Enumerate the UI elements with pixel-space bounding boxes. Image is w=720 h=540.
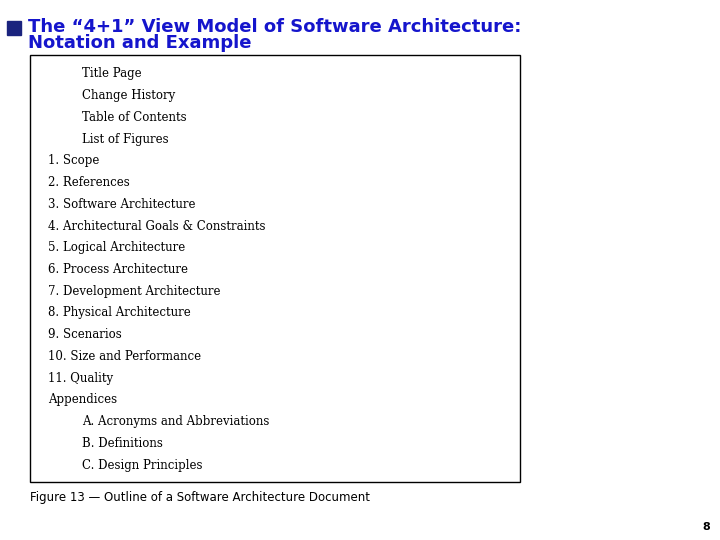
Text: Appendices: Appendices — [48, 394, 117, 407]
Text: Figure 13 — Outline of a Software Architecture Document: Figure 13 — Outline of a Software Archit… — [30, 491, 370, 504]
Text: Title Page: Title Page — [82, 68, 142, 80]
Text: 3. Software Architecture: 3. Software Architecture — [48, 198, 196, 211]
Text: Notation and Example: Notation and Example — [28, 34, 251, 52]
Text: 10. Size and Performance: 10. Size and Performance — [48, 350, 201, 363]
Text: The “4+1” View Model of Software Architecture:: The “4+1” View Model of Software Archite… — [28, 18, 521, 36]
Text: A. Acronyms and Abbreviations: A. Acronyms and Abbreviations — [82, 415, 269, 428]
Text: 1. Scope: 1. Scope — [48, 154, 99, 167]
Text: C. Design Principles: C. Design Principles — [82, 458, 202, 471]
Text: 8: 8 — [702, 522, 710, 532]
Text: 11. Quality: 11. Quality — [48, 372, 113, 384]
Text: Change History: Change History — [82, 89, 175, 102]
Text: 4. Architectural Goals & Constraints: 4. Architectural Goals & Constraints — [48, 220, 266, 233]
Text: Table of Contents: Table of Contents — [82, 111, 186, 124]
Text: 9. Scenarios: 9. Scenarios — [48, 328, 122, 341]
Text: B. Definitions: B. Definitions — [82, 437, 163, 450]
Text: 6. Process Architecture: 6. Process Architecture — [48, 263, 188, 276]
Bar — [7, 21, 21, 35]
Text: 5. Logical Architecture: 5. Logical Architecture — [48, 241, 185, 254]
Text: 2. References: 2. References — [48, 176, 130, 189]
Text: List of Figures: List of Figures — [82, 133, 168, 146]
Text: 7. Development Architecture: 7. Development Architecture — [48, 285, 220, 298]
Text: 8. Physical Architecture: 8. Physical Architecture — [48, 307, 191, 320]
Bar — [30, 55, 520, 482]
